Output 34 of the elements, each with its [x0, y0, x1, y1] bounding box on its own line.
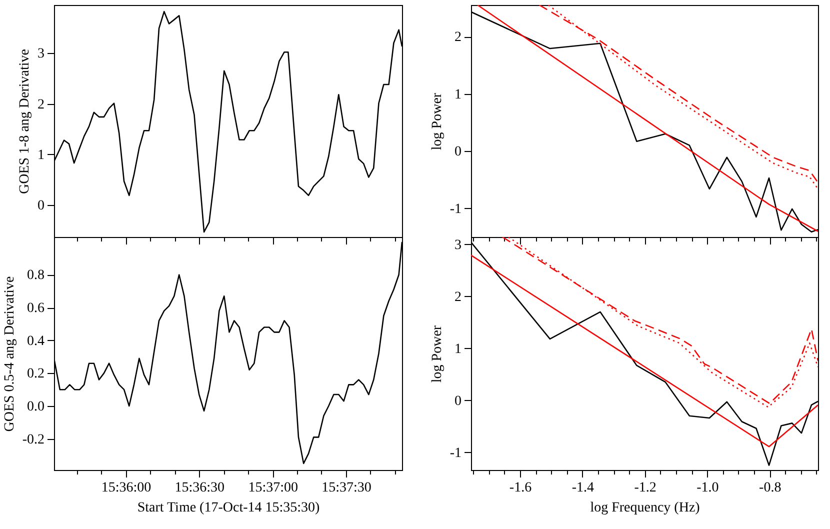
y-tick-label: 1	[454, 342, 462, 357]
y-tick-label: -1	[450, 202, 462, 217]
x-tick-label: -1.0	[696, 480, 719, 496]
y-tick-label: -0.2	[22, 432, 44, 448]
x-tick-label: 15:36:00	[101, 480, 152, 496]
x-tick-label: -0.8	[759, 480, 782, 496]
y-tick-label: 0	[454, 144, 462, 160]
x-tick-label: 15:36:30	[174, 480, 224, 496]
x-tick-label: 15:37:00	[248, 480, 298, 496]
y-tick-label: 0.8	[27, 268, 44, 284]
x-axis-title: log Frequency (Hz)	[590, 500, 700, 516]
y-tick-label: 0	[454, 394, 462, 409]
y-tick-label: 3	[454, 238, 462, 253]
x-tick-label: 15:37:30	[322, 480, 372, 496]
x-tick-label: -1.4	[572, 480, 594, 496]
x-tick-label: -1.2	[634, 480, 656, 496]
y-axis-title: log Power	[430, 325, 445, 383]
x-tick-label: -1.6	[509, 480, 532, 496]
y-tick-label: 0	[38, 198, 44, 214]
y-tick-label: 2	[38, 97, 44, 112]
y-tick-label: 0.4	[27, 334, 44, 349]
y-tick-label: 2	[454, 30, 462, 46]
y-tick-label: -1	[450, 446, 462, 461]
y-axis-title: log Power	[430, 92, 445, 150]
y-axis-title: GOES 0.5-4 ang Derivative	[2, 276, 18, 432]
y-tick-label: 0.6	[27, 301, 44, 316]
y-tick-label: 0.2	[27, 366, 44, 382]
y-tick-label: 0.0	[27, 400, 44, 415]
x-axis-title: Start Time (17-Oct-14 15:35:30)	[137, 500, 320, 516]
y-tick-label: 3	[38, 46, 44, 62]
y-tick-label: 1	[454, 87, 462, 102]
y-tick-label: 1	[38, 148, 44, 163]
y-axis-title: GOES 1-8 ang Derivative	[18, 48, 32, 194]
y-tick-label: 2	[454, 290, 462, 305]
